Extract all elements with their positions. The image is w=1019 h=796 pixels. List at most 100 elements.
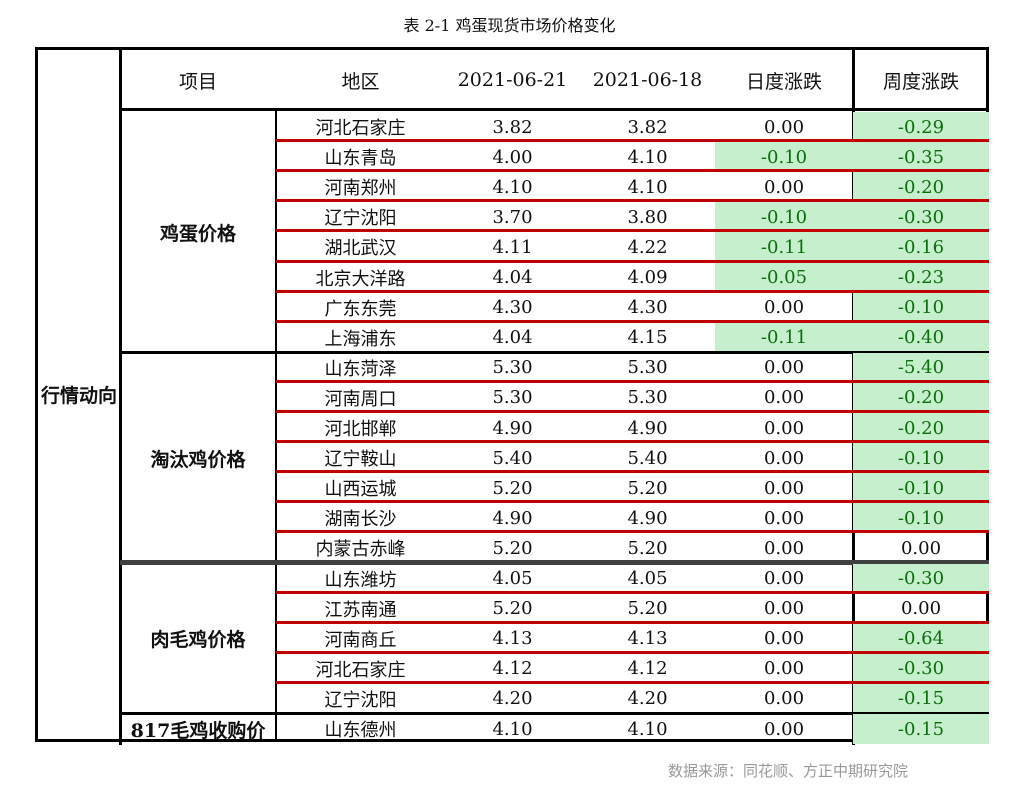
cell-region: 辽宁沈阳	[324, 208, 397, 230]
cell-price-0618: 3.80	[627, 206, 668, 228]
data-source: 数据来源：同花顺、方正中期研究院	[668, 762, 909, 780]
cell-price-0621: 3.70	[492, 206, 533, 228]
row-separator	[276, 319, 989, 323]
cell-weekly-change: 0.00	[900, 598, 942, 620]
row-separator	[276, 620, 989, 624]
cell-price-0621: 4.12	[492, 658, 533, 680]
row-separator	[276, 259, 989, 263]
cell-daily-change: 0.00	[763, 598, 805, 620]
cell-price-0618: 4.12	[627, 658, 668, 680]
cell-price-0621: 4.04	[492, 327, 533, 349]
cell-price-0618: 4.20	[627, 688, 668, 710]
cell-region: 湖南长沙	[324, 509, 397, 531]
cell-price-0618: 4.09	[627, 267, 668, 289]
row-separator	[276, 289, 989, 293]
cell-daily-change: 0.00	[763, 417, 805, 439]
cell-daily-change: 0.00	[763, 628, 805, 650]
cell-price-0618: 4.05	[627, 568, 668, 590]
cell-region: 河北石家庄	[315, 659, 406, 681]
row-separator	[276, 530, 989, 534]
column-header: 项目	[178, 70, 217, 93]
cell-weekly-change: -0.30	[853, 653, 989, 684]
cell-price-0621: 4.10	[492, 176, 533, 198]
cell-region: 山东德州	[324, 720, 397, 742]
cell-price-0618: 4.10	[627, 146, 668, 168]
column-header: 地区	[341, 70, 380, 93]
cell-daily-change: -0.11	[715, 322, 853, 353]
column-divider	[275, 110, 277, 740]
cell-region: 河北石家庄	[315, 118, 406, 140]
outer-label: 行情动向	[40, 385, 117, 407]
group-label: 淘汰鸡价格	[150, 448, 246, 471]
cell-daily-change: 0.00	[763, 537, 805, 559]
cell-region: 山东青岛	[324, 148, 397, 170]
column-header: 2021-06-21	[457, 69, 568, 91]
cell-price-0618: 5.40	[627, 447, 668, 469]
cell-price-0618: 4.13	[627, 628, 668, 650]
cell-price-0618: 4.10	[627, 718, 668, 740]
cell-weekly-change: -0.30	[853, 563, 989, 594]
cell-price-0621: 5.20	[492, 537, 533, 559]
cell-daily-change: 0.00	[763, 688, 805, 710]
cell-daily-change: -0.05	[715, 262, 853, 293]
cell-region: 上海浦东	[324, 328, 397, 350]
cell-weekly-change: -0.35	[853, 142, 989, 173]
row-separator	[276, 379, 989, 383]
cell-daily-change: 0.00	[763, 447, 805, 469]
cell-region: 辽宁沈阳	[324, 689, 397, 711]
cell-region: 江苏南通	[324, 599, 397, 621]
row-separator	[276, 470, 989, 474]
row-separator	[276, 650, 989, 654]
cell-weekly-change: -0.40	[853, 322, 989, 353]
cell-price-0621: 5.30	[492, 387, 533, 409]
cell-weekly-change: -0.10	[853, 503, 989, 534]
cell-region: 山东菏泽	[324, 358, 397, 380]
column-divider	[119, 50, 122, 745]
cell-price-0621: 5.40	[492, 447, 533, 469]
cell-daily-change: -0.10	[715, 202, 853, 233]
cell-region: 河南商丘	[324, 629, 397, 651]
row-separator	[276, 229, 989, 233]
cell-daily-change: 0.00	[763, 116, 805, 138]
cell-region: 河南郑州	[324, 178, 397, 200]
column-header: 周度涨跌	[882, 70, 959, 93]
cell-region: 山东潍坊	[324, 569, 397, 591]
cell-price-0618: 5.20	[627, 477, 668, 499]
cell-price-0621: 5.30	[492, 357, 533, 379]
cell-weekly-change: -0.15	[853, 714, 989, 745]
cell-weekly-change: -0.15	[853, 683, 989, 714]
cell-price-0621: 4.30	[492, 297, 533, 319]
cell-price-0621: 4.90	[492, 417, 533, 439]
cell-price-0621: 4.90	[492, 507, 533, 529]
cell-price-0621: 4.20	[492, 688, 533, 710]
cell-price-0618: 5.30	[627, 357, 668, 379]
table-title: 表 2-1 鸡蛋现货市场价格变化	[403, 16, 616, 35]
group-separator	[120, 712, 989, 715]
cell-weekly-change: -0.30	[853, 202, 989, 233]
cell-daily-change: 0.00	[763, 297, 805, 319]
row-separator	[276, 680, 989, 684]
cell-region: 北京大洋路	[315, 268, 406, 290]
cell-price-0621: 4.04	[492, 267, 533, 289]
cell-region: 山西运城	[324, 479, 397, 501]
cell-weekly-change: -0.20	[853, 172, 989, 203]
cell-daily-change: 0.00	[763, 387, 805, 409]
row-separator	[276, 440, 989, 444]
cell-price-0618: 4.30	[627, 297, 668, 319]
cell-daily-change: 0.00	[763, 357, 805, 379]
group-separator	[120, 350, 989, 354]
cell-daily-change: 0.00	[763, 477, 805, 499]
cell-daily-change: 0.00	[763, 658, 805, 680]
cell-weekly-change: -0.10	[853, 473, 989, 504]
column-header: 日度涨跌	[745, 70, 822, 93]
cell-price-0618: 3.82	[627, 116, 668, 138]
cell-weekly-change: 0.00	[900, 537, 942, 559]
cell-daily-change: 0.00	[763, 507, 805, 529]
group-label: 肉毛鸡价格	[150, 629, 246, 652]
cell-price-0621: 4.00	[492, 146, 533, 168]
row-separator	[276, 410, 989, 413]
row-separator	[276, 500, 989, 504]
cell-region: 河北邯郸	[324, 419, 397, 441]
cell-weekly-change: -0.20	[853, 382, 989, 413]
cell-price-0621: 4.10	[492, 718, 533, 740]
